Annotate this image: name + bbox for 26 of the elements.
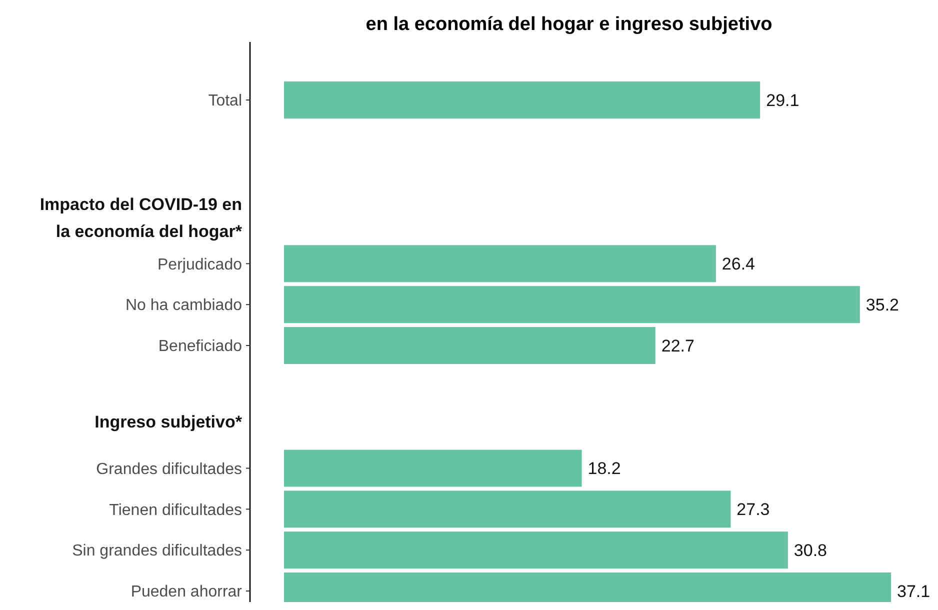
bar bbox=[284, 450, 582, 487]
y-tick-label: Beneficiado bbox=[158, 338, 242, 356]
data-label: 30.8 bbox=[794, 541, 828, 560]
y-tick-label: Impacto del COVID-19 en la economía del hogar* bbox=[40, 194, 242, 241]
data-label: 26.4 bbox=[722, 254, 756, 274]
bar bbox=[284, 82, 760, 118]
y-tick-label: No ha cambiado bbox=[125, 297, 242, 314]
bar bbox=[284, 490, 731, 528]
data-label: 35.2 bbox=[866, 296, 900, 315]
y-tick-label: Sin grandes dificultades bbox=[72, 542, 242, 560]
y-tick-label: Tienen dificultades bbox=[109, 502, 242, 519]
bar bbox=[284, 532, 788, 569]
data-label: 22.7 bbox=[661, 336, 694, 356]
chart-title: en la economía del hogar e ingreso subjetivo bbox=[366, 14, 772, 35]
y-tick-label: Ingreso subjetivo* bbox=[94, 412, 242, 432]
y-tick-label: Pueden ahorrar bbox=[130, 584, 243, 601]
bar bbox=[284, 245, 716, 282]
data-label: 29.1 bbox=[766, 90, 800, 110]
data-label: 37.1 bbox=[897, 582, 930, 601]
y-tick-label: Total bbox=[208, 92, 242, 110]
bar bbox=[284, 327, 656, 364]
bar bbox=[284, 286, 860, 324]
y-tick-label: Perjudicado bbox=[158, 256, 242, 274]
y-tick-label: Grandes dificultades bbox=[96, 460, 242, 478]
data-label: 27.3 bbox=[736, 500, 770, 520]
data-label: 18.2 bbox=[588, 459, 621, 478]
